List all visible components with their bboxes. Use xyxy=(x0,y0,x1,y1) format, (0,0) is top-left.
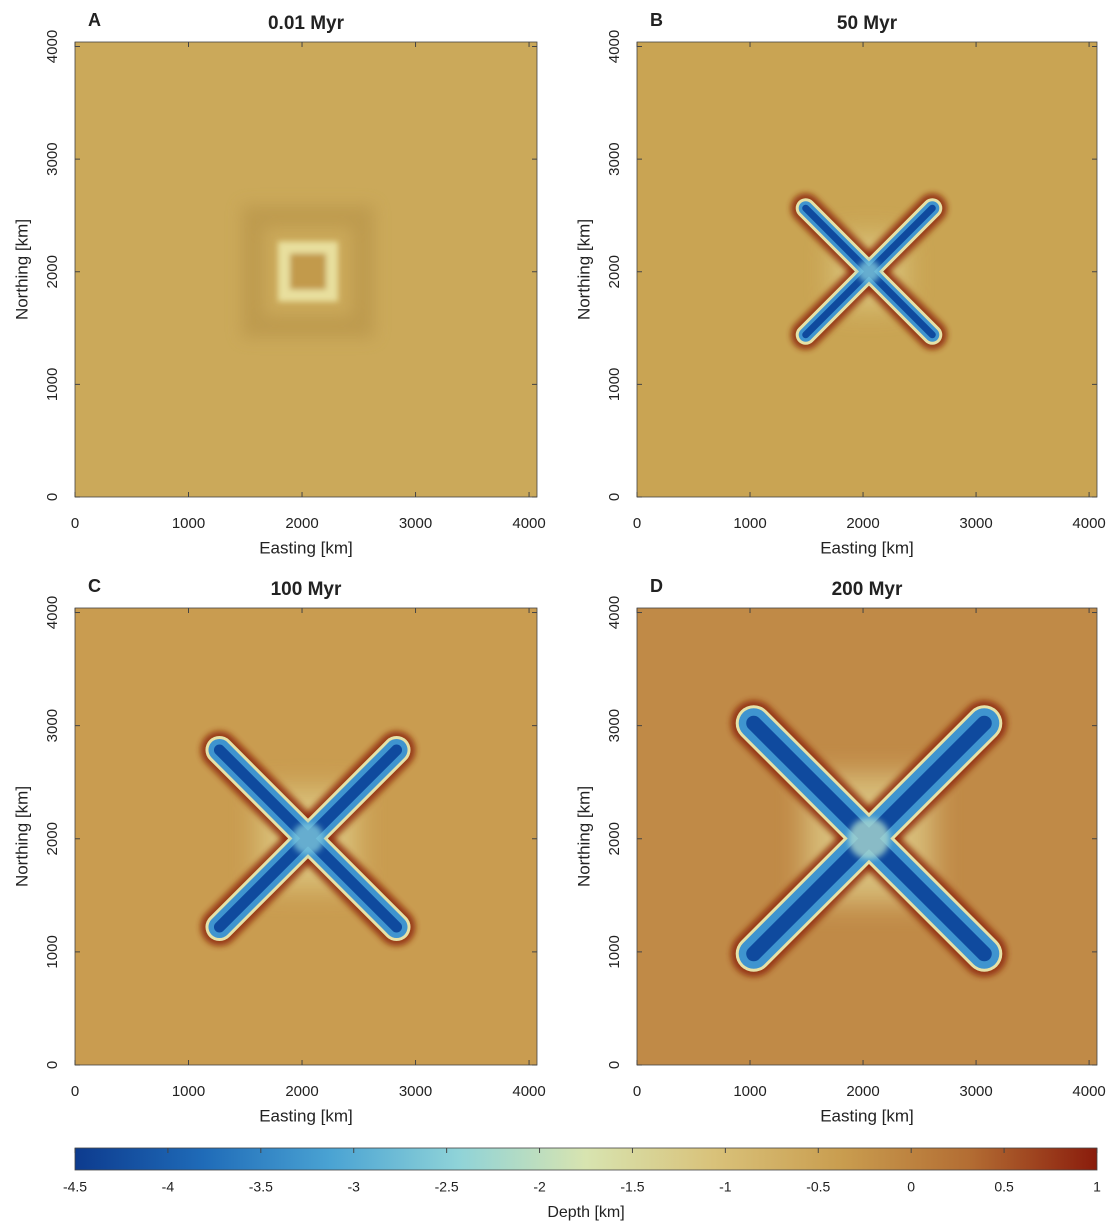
x-tick-label: 4000 xyxy=(512,515,545,532)
y-tick-label: 4000 xyxy=(44,30,61,63)
colorbar-tick-label: -1 xyxy=(719,1179,732,1195)
x-tick-label: 3000 xyxy=(959,515,992,532)
y-tick-label: 2000 xyxy=(44,822,61,855)
y-tick-label: 4000 xyxy=(606,30,623,63)
y-axis-label: Northing [km] xyxy=(12,786,31,887)
y-axis-label: Northing [km] xyxy=(12,219,31,320)
y-tick-label: 1000 xyxy=(606,935,623,968)
colorbar-tick-label: 0.5 xyxy=(994,1179,1014,1195)
heatmap-image xyxy=(637,608,1097,1065)
y-tick-label: 0 xyxy=(44,1061,61,1069)
x-tick-label: 3000 xyxy=(399,1083,432,1100)
figure: 01000200030004000010002000300040000.01 M… xyxy=(0,0,1117,1226)
y-tick-label: 2000 xyxy=(606,822,623,855)
heatmap-image xyxy=(637,42,1097,497)
x-tick-label: 2000 xyxy=(285,515,318,532)
panel-letter: D xyxy=(650,576,663,596)
x-axis-label: Easting [km] xyxy=(820,538,914,557)
colorbar-tick-label: -0.5 xyxy=(806,1179,830,1195)
colorbar-label: Depth [km] xyxy=(547,1204,624,1221)
x-tick-label: 2000 xyxy=(846,515,879,532)
colorbar xyxy=(75,1148,1097,1170)
panel-letter: B xyxy=(650,10,663,30)
x-tick-label: 3000 xyxy=(959,1083,992,1100)
feature-core xyxy=(292,823,324,855)
heatmap-image xyxy=(75,42,537,497)
y-tick-label: 4000 xyxy=(44,596,61,629)
x-axis-label: Easting [km] xyxy=(259,1106,353,1125)
x-tick-label: 0 xyxy=(633,1083,641,1100)
y-tick-label: 3000 xyxy=(44,709,61,742)
x-tick-label: 2000 xyxy=(846,1083,879,1100)
x-tick-label: 3000 xyxy=(399,515,432,532)
colorbar-tick-label: -3.5 xyxy=(249,1179,273,1195)
feature-core xyxy=(858,260,881,283)
panel-title: 200 Myr xyxy=(832,579,903,600)
y-tick-label: 0 xyxy=(44,493,61,501)
y-axis-label: Northing [km] xyxy=(574,786,593,887)
colorbar-tick-label: -2.5 xyxy=(435,1179,459,1195)
x-axis-label: Easting [km] xyxy=(259,538,353,557)
colorbar-tick-label: -1.5 xyxy=(620,1179,644,1195)
ring xyxy=(284,248,332,296)
x-axis-label: Easting [km] xyxy=(820,1106,914,1125)
colorbar-tick-label: 1 xyxy=(1093,1179,1101,1195)
colorbar-tick-label: -2 xyxy=(533,1179,546,1195)
y-tick-label: 3000 xyxy=(606,142,623,175)
x-tick-label: 1000 xyxy=(172,515,205,532)
colorbar-tick-label: -4 xyxy=(162,1179,175,1195)
x-tick-label: 1000 xyxy=(733,1083,766,1100)
colorbar-tick-label: -4.5 xyxy=(63,1179,87,1195)
colorbar-tick-label: 0 xyxy=(907,1179,915,1195)
y-axis-label: Northing [km] xyxy=(574,219,593,320)
y-tick-label: 2000 xyxy=(44,255,61,288)
x-tick-label: 0 xyxy=(633,515,641,532)
heatmap-image xyxy=(75,608,537,1065)
x-tick-label: 4000 xyxy=(1072,515,1105,532)
y-tick-label: 4000 xyxy=(606,596,623,629)
x-tick-label: 4000 xyxy=(512,1083,545,1100)
y-tick-label: 2000 xyxy=(606,255,623,288)
x-tick-label: 2000 xyxy=(285,1083,318,1100)
colorbar-tick-label: -3 xyxy=(348,1179,361,1195)
panel-letter: C xyxy=(88,576,101,596)
y-tick-label: 1000 xyxy=(44,368,61,401)
x-tick-label: 1000 xyxy=(172,1083,205,1100)
panel-letter: A xyxy=(88,10,101,30)
y-tick-label: 1000 xyxy=(44,935,61,968)
feature-core xyxy=(848,818,890,860)
x-tick-label: 1000 xyxy=(733,515,766,532)
y-tick-label: 3000 xyxy=(606,709,623,742)
x-tick-label: 0 xyxy=(71,1083,79,1100)
y-tick-label: 1000 xyxy=(606,368,623,401)
y-tick-label: 0 xyxy=(606,1061,623,1069)
y-tick-label: 0 xyxy=(606,493,623,501)
panel-title: 50 Myr xyxy=(837,13,898,34)
x-tick-label: 4000 xyxy=(1072,1083,1105,1100)
panel-title: 0.01 Myr xyxy=(268,13,345,34)
panel-title: 100 Myr xyxy=(271,579,342,600)
y-tick-label: 3000 xyxy=(44,142,61,175)
x-tick-label: 0 xyxy=(71,515,79,532)
